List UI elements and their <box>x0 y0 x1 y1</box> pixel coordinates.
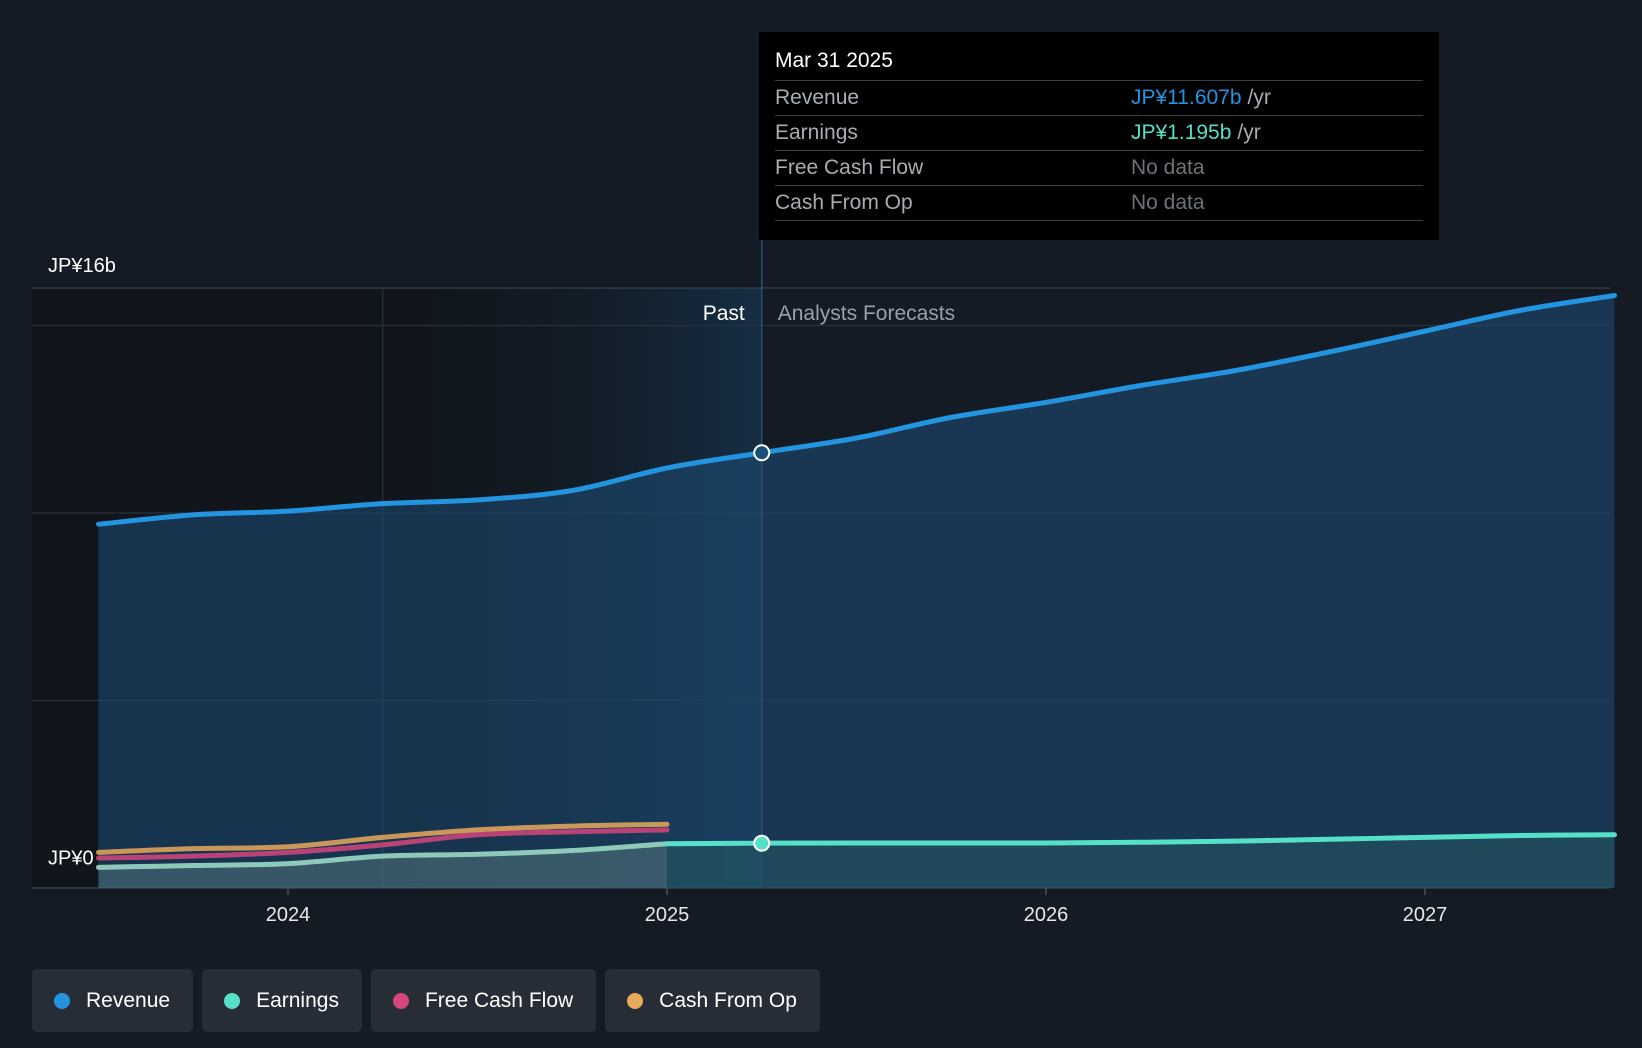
x-tick-label: 2027 <box>1403 904 1448 926</box>
past-label: Past <box>703 302 745 325</box>
legend-label: Earnings <box>256 988 339 1012</box>
tooltip-value: No data <box>1131 191 1205 214</box>
legend-dot-icon <box>392 992 409 1009</box>
legend: Revenue Earnings Free Cash Flow Cash Fro… <box>32 969 820 1032</box>
line-earnings-past <box>96 841 670 870</box>
legend-item-revenue[interactable]: Revenue <box>32 969 194 1032</box>
x-tick-label: 2025 <box>645 904 690 926</box>
line-revenue <box>96 293 1617 527</box>
tooltip-row-revenue: Revenue JP¥11.607b /yr <box>775 80 1423 115</box>
forecast-label: Analysts Forecasts <box>778 302 955 325</box>
tooltip-row-cash-from-op: Cash From Op No data <box>775 185 1423 221</box>
legend-item-cash-from-op[interactable]: Cash From Op <box>605 969 820 1032</box>
legend-label: Cash From Op <box>659 988 797 1012</box>
tooltip-label: Free Cash Flow <box>775 156 924 179</box>
tooltip-row-free-cash-flow: Free Cash Flow No data <box>775 150 1423 185</box>
area-revenue <box>98 295 1615 888</box>
area-earnings <box>98 834 1615 888</box>
legend-label: Free Cash Flow <box>424 988 574 1012</box>
line-cash-from-op <box>96 821 670 855</box>
marker-revenue <box>753 444 771 462</box>
marker-earnings <box>753 834 771 852</box>
x-tick-label: 2026 <box>1024 904 1069 926</box>
tooltip-value: JP¥11.607b <box>1131 86 1242 109</box>
tooltip-value: No data <box>1131 156 1205 179</box>
y-label-bottom: JP¥0 <box>48 848 94 870</box>
tooltip-unit: /yr <box>1237 121 1261 144</box>
tooltip: Mar 31 2025 Revenue JP¥11.607b /yr Earni… <box>759 32 1439 240</box>
tooltip-value: JP¥1.195b <box>1131 121 1232 144</box>
line-earnings-forecast <box>664 832 1617 847</box>
tooltip-row-earnings: Earnings JP¥1.195b /yr <box>775 115 1423 150</box>
legend-label: Revenue <box>86 988 171 1012</box>
legend-dot-icon <box>627 992 644 1009</box>
legend-dot-icon <box>224 992 241 1009</box>
tooltip-date: Mar 31 2025 <box>775 49 893 72</box>
tooltip-label: Cash From Op <box>775 191 913 214</box>
tooltip-label: Revenue <box>775 86 860 109</box>
tooltip-label: Earnings <box>775 121 858 144</box>
legend-item-free-cash-flow[interactable]: Free Cash Flow <box>370 969 597 1032</box>
line-free-cash-flow <box>96 827 670 861</box>
y-label-top: JP¥16b <box>48 255 116 277</box>
legend-item-earnings[interactable]: Earnings <box>202 969 362 1032</box>
tooltip-unit: /yr <box>1247 86 1271 109</box>
legend-dot-icon <box>54 992 70 1009</box>
x-tick-label: 2024 <box>266 904 311 926</box>
